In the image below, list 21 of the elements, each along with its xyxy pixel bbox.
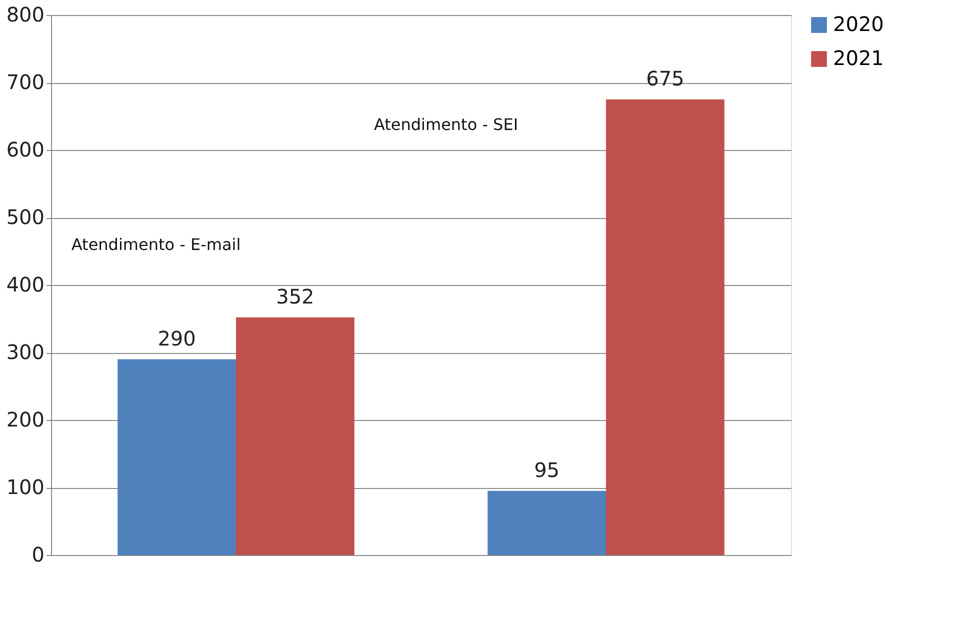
data-label: 95 <box>534 458 560 482</box>
y-tick-label: 700 <box>6 70 44 94</box>
data-label: 290 <box>158 326 196 350</box>
annotation: Atendimento - SEI <box>374 115 518 134</box>
y-tick-label: 800 <box>6 2 44 26</box>
bar <box>606 99 724 555</box>
y-tick-label: 500 <box>6 205 44 229</box>
data-label: 352 <box>276 284 314 308</box>
y-tick-label: 300 <box>6 340 44 364</box>
y-tick-label: 400 <box>6 272 44 296</box>
bar <box>118 359 236 555</box>
y-tick-label: 100 <box>6 475 44 499</box>
bar <box>236 317 354 555</box>
y-tick-label: 0 <box>32 542 44 566</box>
y-tick-label: 200 <box>6 408 44 432</box>
bar <box>488 490 606 555</box>
legend-label: 2021 <box>833 46 884 70</box>
y-tick-label: 600 <box>6 138 44 162</box>
annotation: Atendimento - E-mail <box>71 235 241 254</box>
legend-label: 2020 <box>833 12 884 36</box>
data-label: 675 <box>646 66 684 90</box>
